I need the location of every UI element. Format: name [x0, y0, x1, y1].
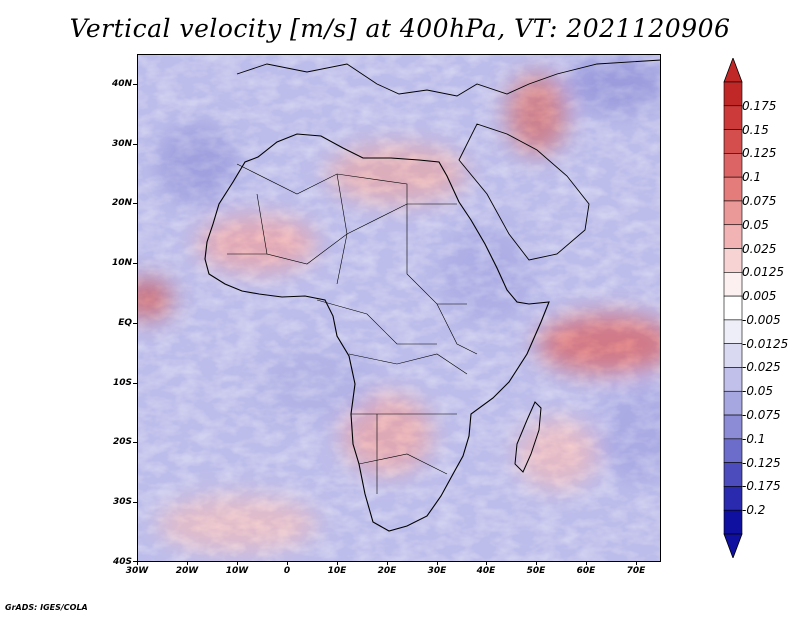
lat-tick-mark [133, 383, 137, 384]
colorbar-label: -0.125 [742, 455, 781, 470]
colorbar-swatch [723, 105, 743, 130]
colorbar-swatch [723, 153, 743, 178]
colorbar-label: -0.175 [742, 479, 781, 494]
lon-tick-mark [636, 561, 637, 565]
lat-label: 20S [112, 437, 132, 447]
lat-tick-mark [133, 561, 137, 562]
colorbar-label: -0.0125 [742, 336, 789, 351]
colorbar-swatch [723, 272, 743, 297]
madagascar-coastline [514, 401, 542, 473]
colorbar-swatch [723, 295, 743, 321]
lon-tick-mark [536, 561, 537, 565]
lat-tick-mark [133, 84, 137, 85]
lat-label: 40N [111, 79, 132, 89]
colorbar-swatch [723, 367, 743, 392]
colorbar-label: -0.005 [742, 312, 781, 327]
colorbar-label: 0.025 [742, 241, 777, 256]
colorbar-swatch [723, 438, 743, 463]
map-panel [137, 54, 661, 562]
lon-label: 20W [175, 566, 199, 576]
colorbar-swatch [723, 224, 743, 249]
colorbar-label: 0.15 [742, 122, 769, 137]
colorbar-swatch [723, 129, 743, 154]
arabian-peninsula-coastline [458, 123, 590, 261]
colorbar-swatch [723, 176, 743, 202]
lat-tick-mark [133, 323, 137, 324]
lon-label: 30W [125, 566, 149, 576]
vertical-velocity-field [137, 54, 661, 562]
lon-tick-mark [387, 561, 388, 565]
lat-tick-mark [133, 263, 137, 264]
colorbar-swatch [723, 200, 743, 226]
lon-label: 30E [427, 566, 447, 576]
lon-label: 60E [576, 566, 596, 576]
lat-tick-mark [133, 442, 137, 443]
lon-label: 20E [377, 566, 397, 576]
lon-tick-mark [437, 561, 438, 565]
colorbar-swatch [723, 248, 743, 273]
lat-label: EQ [118, 318, 132, 328]
lon-label: 10E [327, 566, 347, 576]
colorbar-label: 0.175 [742, 98, 777, 113]
lon-label: 50E [526, 566, 546, 576]
lat-label: 30N [111, 139, 132, 149]
lon-label: 10W [225, 566, 249, 576]
lon-tick-mark [337, 561, 338, 565]
lat-tick-mark [133, 144, 137, 145]
grads-credit: GrADS: IGES/COLA [5, 603, 88, 612]
colorbar-max-arrow [723, 58, 743, 83]
lat-tick-mark [133, 203, 137, 204]
chart-title: Vertical velocity [m/s] at 400hPa, VT: 2… [69, 14, 731, 43]
colorbar-swatch [723, 509, 743, 535]
colorbar-label: -0.2 [742, 503, 766, 518]
colorbar-label: -0.1 [742, 431, 766, 446]
colorbar-swatch [723, 81, 743, 107]
lat-label: 40S [112, 557, 132, 567]
lat-label: 30S [112, 497, 132, 507]
colorbar-label: -0.075 [742, 408, 781, 423]
field-texture [137, 54, 661, 562]
lon-tick-mark [137, 561, 138, 565]
colorbar-label: 0.075 [742, 193, 777, 208]
colorbar-label: 0.1 [742, 170, 762, 185]
mediterranean-coastline [236, 59, 661, 97]
colorbar-label: -0.05 [742, 384, 774, 399]
lat-label: 20N [111, 198, 132, 208]
lat-label: 10N [111, 258, 132, 268]
lon-tick-mark [237, 561, 238, 565]
lon-label: 0 [283, 566, 291, 576]
colorbar-label: 0.0125 [742, 265, 784, 280]
lon-tick-mark [187, 561, 188, 565]
colorbar-min-arrow [723, 533, 743, 558]
colorbar-swatch [723, 319, 743, 344]
lat-tick-mark [133, 502, 137, 503]
colorbar-label: 0.005 [742, 289, 777, 304]
africa-coastline [204, 133, 550, 532]
colorbar-label: -0.025 [742, 360, 781, 375]
colorbar-swatch [723, 414, 743, 440]
colorbar-swatch [723, 343, 743, 368]
colorbar-swatch [723, 486, 743, 511]
lat-label: 10S [112, 378, 132, 388]
colorbar-swatch [723, 390, 743, 416]
lon-tick-mark [287, 561, 288, 565]
lon-label: 40E [476, 566, 496, 576]
lon-tick-mark [586, 561, 587, 565]
country-borders [227, 163, 478, 494]
colorbar-swatch [723, 462, 743, 487]
colorbar-label: 0.05 [742, 217, 769, 232]
colorbar [723, 58, 743, 558]
lon-label: 70E [626, 566, 646, 576]
colorbar-label: 0.125 [742, 146, 777, 161]
lon-tick-mark [486, 561, 487, 565]
